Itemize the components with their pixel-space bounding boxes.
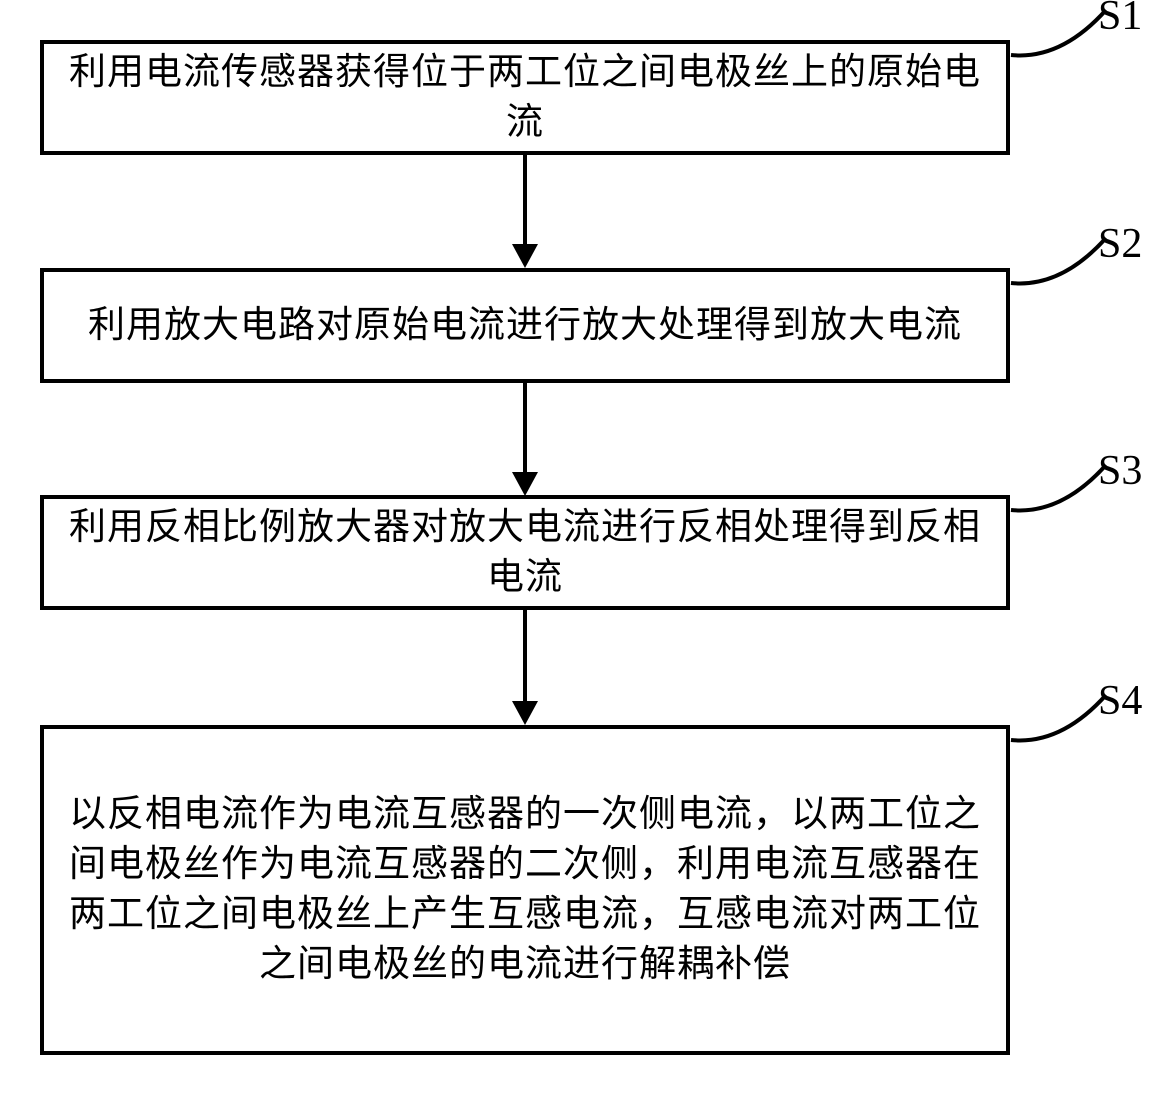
step-text-s4: 以反相电流作为电流互感器的一次侧电流，以两工位之间电极丝作为电流互感器的二次侧，… [62, 790, 988, 990]
arrow-s2-s3 [523, 383, 527, 473]
step-label-s2: S2 [1098, 220, 1142, 268]
step-box-s3: 利用反相比例放大器对放大电流进行反相处理得到反相电流 [40, 495, 1010, 610]
arrow-head-s3-s4 [512, 701, 538, 725]
step-text-s2: 利用放大电路对原始电流进行放大处理得到放大电流 [88, 301, 962, 351]
step-box-s1: 利用电流传感器获得位于两工位之间电极丝上的原始电流 [40, 40, 1010, 155]
flowchart-canvas: 利用电流传感器获得位于两工位之间电极丝上的原始电流 S1 利用放大电路对原始电流… [0, 0, 1155, 1093]
arrow-s1-s2 [523, 155, 527, 245]
arrow-head-s1-s2 [512, 244, 538, 268]
step-label-s3: S3 [1098, 447, 1142, 495]
step-box-s2: 利用放大电路对原始电流进行放大处理得到放大电流 [40, 268, 1010, 383]
step-text-s3: 利用反相比例放大器对放大电流进行反相处理得到反相电流 [62, 503, 988, 603]
arrow-s3-s4 [523, 610, 527, 702]
step-box-s4: 以反相电流作为电流互感器的一次侧电流，以两工位之间电极丝作为电流互感器的二次侧，… [40, 725, 1010, 1055]
arrow-head-s2-s3 [512, 472, 538, 496]
step-label-s4: S4 [1098, 677, 1142, 725]
step-text-s1: 利用电流传感器获得位于两工位之间电极丝上的原始电流 [62, 48, 988, 148]
step-label-s1: S1 [1098, 0, 1142, 40]
